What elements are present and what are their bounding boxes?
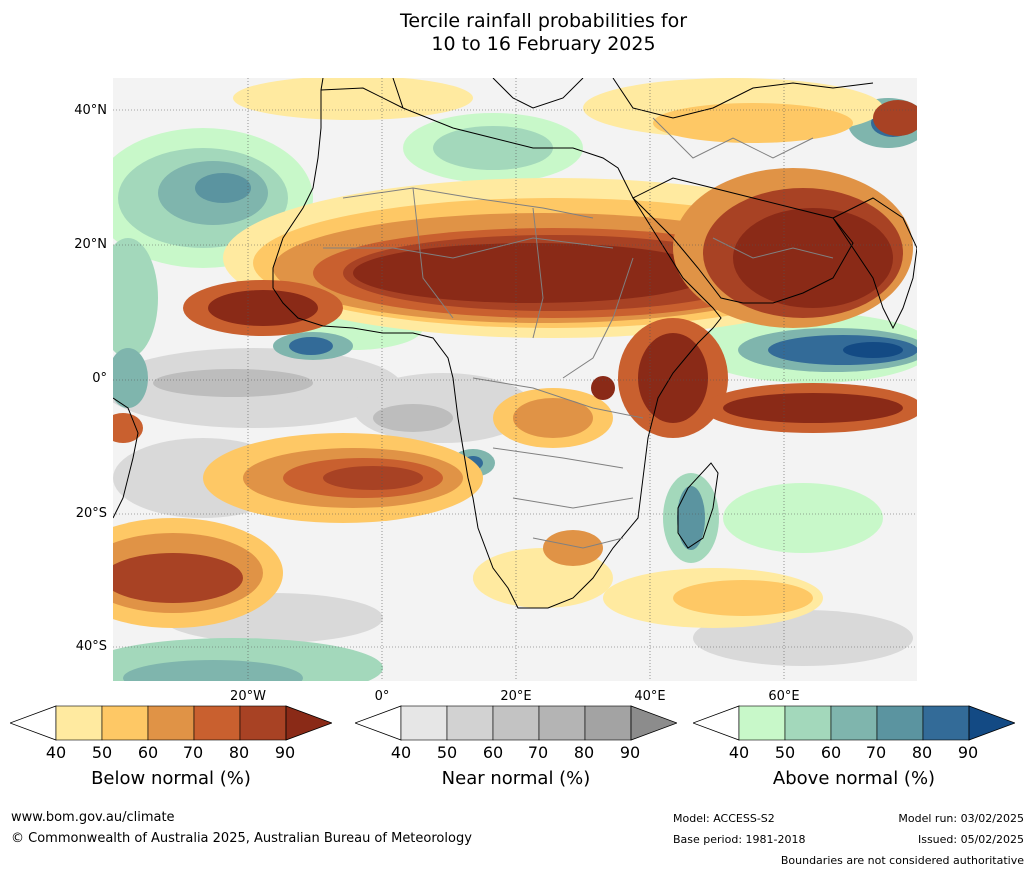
colorbar-above-normal <box>693 705 1015 741</box>
colorbar-segment <box>239 705 287 741</box>
lon-label-20w: 20°W <box>230 689 266 704</box>
title-line-1: Tercile rainfall probabilities for <box>399 10 688 32</box>
footer-model-run: Model run: 03/02/2025 <box>898 812 1024 825</box>
lat-label-20n: 20°N <box>74 237 107 252</box>
footer-copyright: © Commonwealth of Australia 2025, Austra… <box>11 831 472 846</box>
colorbar-below-title: Below normal (%) <box>91 768 251 789</box>
colorbar-near-normal <box>355 705 677 741</box>
lat-label-20s: 20°S <box>75 506 107 521</box>
country-borders <box>323 117 834 549</box>
colorbar-above-tick: 40 <box>728 743 750 762</box>
colorbar-segment <box>538 705 586 741</box>
map-title: Tercile rainfall probabilities for 10 to… <box>0 10 1035 56</box>
lon-label-0: 0° <box>374 689 390 704</box>
colorbar-segment <box>101 705 149 741</box>
colorbar-near-tick: 60 <box>482 743 504 762</box>
colorbar-above-tick: 80 <box>911 743 933 762</box>
colorbar-segment <box>584 705 632 741</box>
lat-label-40s: 40°S <box>75 639 107 654</box>
lat-label-0: 0° <box>92 371 107 386</box>
footer-issued: Issued: 05/02/2025 <box>917 833 1024 846</box>
footer-base-period: Base period: 1981-2018 <box>673 833 806 846</box>
colorbar-above-tick: 60 <box>820 743 842 762</box>
footer-disclaimer: Boundaries are not considered authoritat… <box>780 854 1024 867</box>
africa-coastline <box>272 87 722 609</box>
colorbar-near-tick: 80 <box>573 743 595 762</box>
rainfall-map <box>113 78 917 681</box>
near-normal-dark-fields <box>153 369 453 432</box>
india-coastline <box>832 197 917 330</box>
colorbar-above-title: Above normal (%) <box>772 768 936 789</box>
colorbar-below-tick: 60 <box>137 743 159 762</box>
lat-label-40n: 40°N <box>74 103 107 118</box>
colorbar-below-tick: 40 <box>45 743 67 762</box>
colorbar-above-tick: 70 <box>865 743 887 762</box>
south-america-coastline <box>113 397 139 519</box>
colorbar-below-normal <box>10 705 332 741</box>
colorbar-extend-high <box>630 705 677 741</box>
colorbar-near-tick: 70 <box>527 743 549 762</box>
graticule <box>113 78 917 681</box>
colorbar-segment <box>876 705 924 741</box>
below-normal-fields <box>113 78 917 628</box>
colorbar-segment <box>922 705 970 741</box>
colorbar-above-tick: 50 <box>774 743 796 762</box>
colorbar-extend-high <box>285 705 332 741</box>
above-normal-fields <box>113 98 917 681</box>
lon-label-20e: 20°E <box>500 689 532 704</box>
colorbar-below-tick: 70 <box>182 743 204 762</box>
colorbar-near-tick: 40 <box>390 743 412 762</box>
lon-label-60e: 60°E <box>768 689 800 704</box>
arabia-coastline <box>632 177 854 304</box>
colorbar-segment <box>738 705 786 741</box>
colorbar-segment <box>784 705 832 741</box>
colorbar-extend-low <box>693 705 740 741</box>
colorbar-segment <box>830 705 878 741</box>
title-line-2: 10 to 16 February 2025 <box>431 33 656 55</box>
colorbar-segment <box>193 705 241 741</box>
colorbar-near-tick: 50 <box>436 743 458 762</box>
colorbar-extend-high <box>968 705 1015 741</box>
colorbar-extend-low <box>355 705 402 741</box>
colorbar-segment <box>55 705 103 741</box>
colorbar-below-tick: 80 <box>228 743 250 762</box>
colorbar-near-title: Near normal (%) <box>441 768 591 789</box>
colorbar-near-tick: 90 <box>619 743 641 762</box>
europe-coastline <box>320 78 874 119</box>
colorbar-below-tick: 50 <box>91 743 113 762</box>
colorbar-segment <box>400 705 448 741</box>
coastlines <box>113 78 917 609</box>
lon-label-40e: 40°E <box>634 689 666 704</box>
footer-model: Model: ACCESS-S2 <box>673 812 775 825</box>
colorbar-segment <box>147 705 195 741</box>
colorbar-segment <box>492 705 540 741</box>
colorbar-extend-low <box>10 705 57 741</box>
colorbar-above-tick: 90 <box>957 743 979 762</box>
madagascar-coastline <box>677 462 719 549</box>
footer-url: www.bom.gov.au/climate <box>11 810 175 825</box>
colorbar-segment <box>446 705 494 741</box>
colorbar-below-tick: 90 <box>274 743 296 762</box>
